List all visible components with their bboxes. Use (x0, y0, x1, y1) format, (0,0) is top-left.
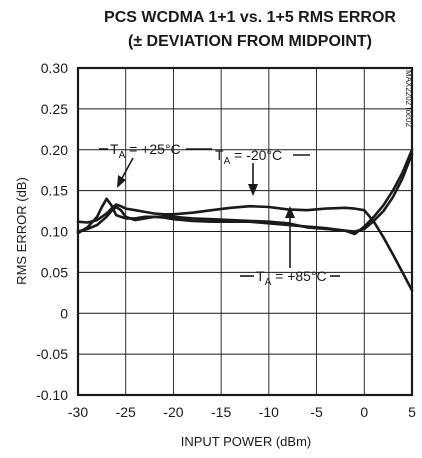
annotations: TA = +25°C TA = -20°C TA = +85°C (99, 141, 340, 288)
series-line-2 (76, 148, 414, 236)
y-tick-label: 0.30 (41, 60, 68, 76)
x-tick-label: -20 (163, 404, 183, 420)
annotation-85c-arrowhead (285, 206, 295, 218)
x-tick-label: -5 (310, 404, 323, 420)
y-tick-label: 0.25 (41, 101, 68, 117)
chart-watermark: MAX2202 toc02 (404, 70, 413, 127)
grid-lines (77, 67, 413, 396)
series-lines (76, 148, 414, 292)
x-tick-label: -15 (211, 404, 231, 420)
annotation-85c: TA = +85°C (256, 268, 327, 288)
x-tick-label: -10 (259, 404, 279, 420)
y-tick-label: 0 (60, 305, 68, 321)
x-tick-labels: -30 -25 -20 -15 -10 -5 0 5 (68, 404, 416, 420)
y-axis-label: RMS ERROR (dB) (14, 177, 29, 285)
y-tick-label: 0.20 (41, 142, 68, 158)
annotation-m20c: TA = -20°C (215, 147, 282, 167)
x-tick-label: -25 (116, 404, 136, 420)
annotation-m20c-arrowhead (248, 184, 258, 196)
y-tick-label: 0.05 (41, 264, 68, 280)
x-tick-label: -30 (68, 404, 88, 420)
x-tick-label: 5 (408, 404, 416, 420)
chart-title-line1: PCS WCDMA 1+1 vs. 1+5 RMS ERROR (104, 9, 396, 26)
y-tick-label: 0.10 (41, 224, 68, 240)
y-tick-label: 0.15 (41, 183, 68, 199)
series-line-0 (76, 152, 414, 235)
chart-title-line2: (± DEVIATION FROM MIDPOINT) (128, 33, 372, 50)
annotation-25c-arrowhead (117, 175, 126, 188)
x-axis-label: INPUT POWER (dBm) (181, 434, 312, 449)
y-tick-label: -0.05 (36, 346, 68, 362)
annotation-25c-arrow-line (120, 157, 134, 181)
annotation-25c: TA = +25°C (110, 141, 181, 161)
series-line-1 (76, 203, 414, 292)
x-tick-label: 0 (360, 404, 368, 420)
y-tick-label: -0.10 (36, 387, 68, 403)
plot-frame (76, 66, 414, 397)
y-tick-labels: -0.10 -0.05 0 0.05 0.10 0.15 0.20 0.25 0.30 (36, 60, 68, 403)
